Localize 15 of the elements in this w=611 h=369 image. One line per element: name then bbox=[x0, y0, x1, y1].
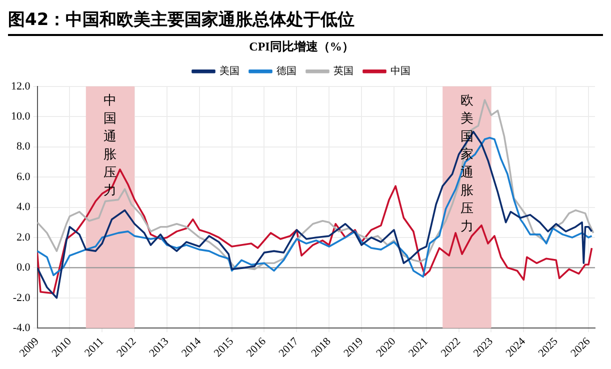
chart-subtitle: CPI同比增速（%） bbox=[249, 39, 354, 54]
y-tick-label: -2.0 bbox=[12, 292, 31, 304]
y-tick-label: 6.0 bbox=[16, 170, 31, 183]
y-tick-label: 4.0 bbox=[16, 201, 31, 214]
legend-label: 美国 bbox=[220, 65, 240, 78]
y-tick-label: 0.0 bbox=[16, 262, 31, 274]
y-tick-label: 10.0 bbox=[11, 110, 31, 123]
y-tick-label: 2.0 bbox=[16, 231, 31, 244]
legend-label: 德国 bbox=[276, 66, 296, 78]
chart-title: 图42：中国和欧美主要国家通胀总体处于低位 bbox=[8, 8, 603, 36]
y-tick-label: 12.0 bbox=[11, 80, 31, 92]
y-tick-label: -4.0 bbox=[12, 322, 31, 334]
legend-label: 中国 bbox=[390, 65, 410, 78]
legend-label: 英国 bbox=[334, 65, 354, 78]
y-tick-label: 8.0 bbox=[16, 140, 31, 153]
